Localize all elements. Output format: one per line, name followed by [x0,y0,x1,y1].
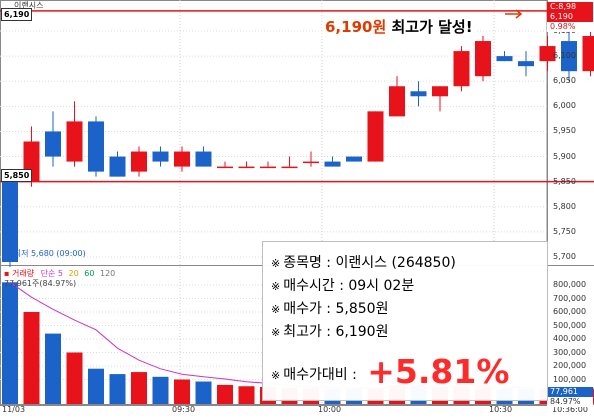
volume-pct-tag: 84.97% [547,397,593,407]
time-tick-label: 10:00 [318,405,342,414]
volume-bar [217,384,233,404]
volume-bar [45,333,61,404]
volume-tick-label: 600,000 [553,307,587,316]
volume-bar [2,282,18,404]
price-axis-top-tag: C:8,98 [547,2,593,12]
volume-tick-label: 300,000 [553,347,587,357]
current-price-tag: 6,190 [547,12,593,22]
candle-body [324,161,341,167]
price-tick-label: 5,900 [553,151,576,161]
volume-bar [88,368,104,404]
volume-bar [109,374,126,404]
candle-body [152,151,169,162]
volume-tick-label: 700,000 [553,293,587,303]
candle-body [539,46,556,62]
volume-bar [152,376,169,404]
candle-body [367,111,384,162]
candle-body [518,61,534,67]
low-price-annotation: ←최저 5,680 (09:00) [7,249,86,258]
candle-body [561,41,577,72]
time-tick-label: 09:30 [172,405,196,414]
price-tick-label: 5,700 [553,252,576,261]
volume-bar [195,381,212,404]
volume-bar [66,352,83,404]
candle-body [217,166,233,169]
candle-body [195,151,212,167]
candle-body [432,86,448,97]
candle-body [131,151,147,172]
candle-body [2,181,18,263]
info-high-price: ※ 최고가 : 6,190원 [271,324,389,340]
candle-body [260,166,276,169]
candle-body [88,121,104,172]
info-buy-time: ※ 매수시간 : 09시 02분 [271,278,415,294]
price-tick-label: 5,950 [553,126,576,136]
headline-text: 최고가 달성! [386,18,473,36]
price-tick-label: 6,050 [553,76,576,86]
volume-bar [238,386,255,404]
volume-legend: ▪ 거래량 단순 5 20 60 120 [4,269,116,278]
candle-body [496,56,513,62]
volume-bar [174,379,190,404]
candle-body [475,41,491,77]
current-volume-tag: 77,961 [547,387,593,397]
change-pct-tag: 0.98% [547,22,593,32]
time-tick-label: 10:36:00 [552,405,588,414]
info-vs-buy-value: +5.81% [367,352,510,391]
volume-tick-label: 400,000 [553,334,587,343]
info-vs-buy-price: ※ 매수가대비 : +5.81% [271,352,510,391]
volume-summary: 77,961주(84.97%) [4,279,77,288]
candle-body [346,156,362,162]
volume-bar [23,312,40,404]
price-tick-label: 5,800 [553,201,576,211]
volume-tick-label: 500,000 [553,320,587,330]
buy-price-level-tag: 5,850 [1,169,33,182]
time-tick-label: 11/03 [2,405,26,414]
candle-body [582,36,594,72]
candle-body [410,91,427,97]
candle-body [66,121,83,162]
price-tick-label: 6,100 [553,51,576,61]
volume-icon: ▪ [4,269,10,278]
volume-tick-label: 200,000 [553,361,587,370]
info-buy-price: ※ 매수가 : 5,850원 [271,301,389,317]
candle-body [45,131,61,157]
candle-body [238,166,255,169]
volume-bar [131,372,147,404]
stock-title: 이랜시스 [14,1,44,10]
candle-body [303,161,319,164]
trade-info-panel: ※ 종목명 : 이랜시스 (264850) ※ 매수시간 : 09시 02분 ※ 매수… [262,241,548,401]
time-tick-label: 10:30 [489,405,513,414]
candle-body [281,166,298,169]
info-stock-name: ※ 종목명 : 이랜시스 (264850) [271,255,456,271]
candle-body [453,51,470,87]
candle-body [389,86,405,117]
candle-body [174,151,190,167]
price-tick-label: 6,000 [553,101,576,111]
price-tick-label: 5,750 [553,226,576,236]
arrow-icon [505,9,523,19]
headline-price: 6,190원 [325,18,387,36]
high-price-level-tag: 6,190 [1,8,33,21]
volume-tick-label: 800,000 [553,280,587,289]
price-tick-label: 5,850 [553,176,576,186]
candle-body [109,156,126,177]
headline-banner: 6,190원 최고가 달성! [322,16,476,37]
volume-tick-label: 100,000 [553,374,587,384]
